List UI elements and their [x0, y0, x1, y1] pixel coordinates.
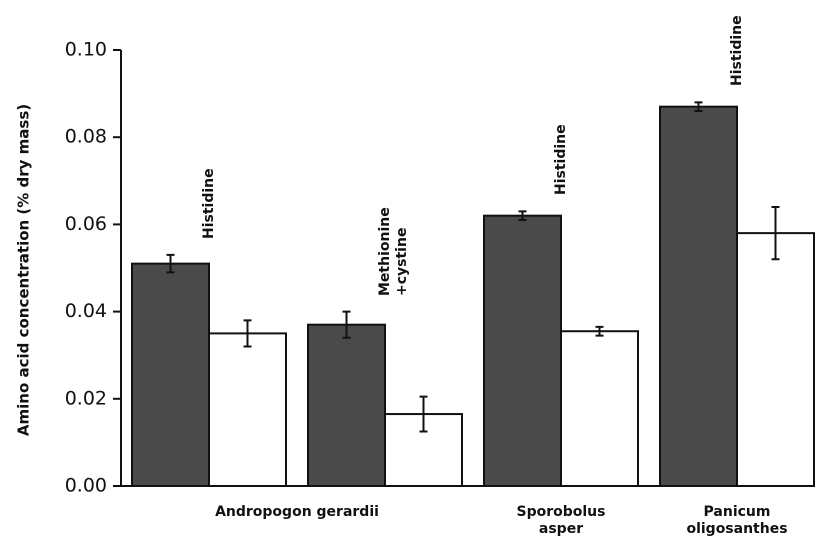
error-bar: [518, 210, 527, 222]
error-bar: [419, 395, 428, 433]
bar-annotation: Histidine: [201, 168, 217, 239]
bar: [208, 332, 287, 487]
bar: [560, 330, 639, 487]
y-tick-label: 0.08: [65, 126, 107, 148]
y-tick-label: 0.02: [65, 387, 107, 409]
x-tick-label: Andropogon gerardii: [215, 504, 379, 520]
bar-annotation: Histidine: [729, 15, 745, 87]
y-tick-label: 0.06: [65, 213, 107, 235]
y-tick-label: 0.10: [65, 39, 107, 61]
error-bar: [694, 101, 703, 113]
bar: [131, 262, 210, 488]
bar: [659, 105, 738, 488]
error-bar: [166, 253, 175, 274]
error-bar: [243, 319, 252, 348]
bar: [307, 323, 386, 487]
y-tick-label: 0.04: [65, 300, 107, 322]
x-tick-label: Sporobolus asper: [516, 504, 606, 537]
bar: [736, 232, 815, 487]
x-tick-label: Panicum oligosanthes: [686, 504, 788, 537]
y-axis-label: Amino acid concentration (% dry mass): [15, 104, 33, 436]
bar: [483, 214, 562, 487]
error-bar: [342, 310, 351, 339]
error-bar: [595, 325, 604, 337]
bar-annotation: Histidine: [553, 124, 569, 196]
error-bar: [771, 205, 780, 261]
y-tick-label: 0.00: [65, 475, 107, 497]
bar-annotation: Methionine +cystine: [377, 206, 410, 296]
